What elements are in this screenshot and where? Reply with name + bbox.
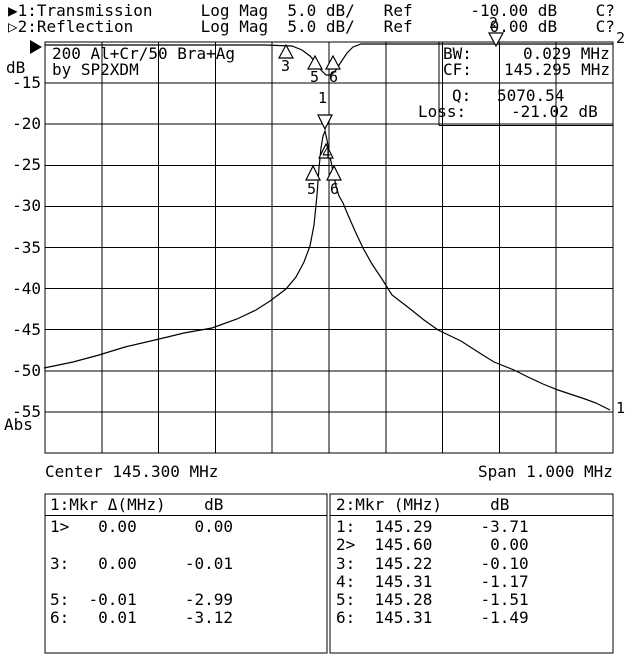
y-tick-label: -50 bbox=[12, 361, 41, 380]
marker3-refl-label: 3 bbox=[281, 57, 291, 75]
table-row: 4: 145.31 -1.17 bbox=[336, 572, 529, 591]
marker6-refl-triangle-icon bbox=[324, 54, 342, 70]
table-row: 1> 0.00 0.00 bbox=[50, 517, 234, 536]
marker-triangles bbox=[277, 32, 505, 181]
marker3-refl-triangle-icon bbox=[277, 43, 295, 59]
y-tick-label: -15 bbox=[12, 73, 41, 92]
trace-reflection bbox=[45, 43, 613, 76]
table-row: 3: 145.22 -0.10 bbox=[336, 554, 529, 573]
table-row: 6: 145.31 -1.49 bbox=[336, 608, 529, 627]
y-tick-label: -35 bbox=[12, 238, 41, 257]
table1-header: 1:Mkr Δ(MHz) dB bbox=[50, 495, 224, 514]
marker2-refl-label: 2 bbox=[489, 14, 499, 32]
y-axis-unit-label: dB bbox=[6, 58, 26, 77]
header-trace1-line: ▶1:Transmission Log Mag 5.0 dB/ Ref -10.… bbox=[8, 1, 615, 20]
cf-value: 145.295 MHz bbox=[504, 60, 610, 79]
graticule bbox=[44, 41, 614, 454]
trace1-end-label: 1 bbox=[616, 399, 626, 417]
y-tick-label: -30 bbox=[12, 196, 41, 215]
marker-table-borders bbox=[44, 493, 614, 654]
marker6-refl-label: 6 bbox=[329, 68, 339, 86]
marker2-refl-triangle-icon bbox=[487, 32, 505, 48]
loss-value: -21.02 dB bbox=[511, 102, 598, 121]
marker5-refl-triangle-icon bbox=[306, 54, 324, 70]
marker5-trans-label: 5 bbox=[307, 180, 317, 198]
span-label: Span 1.000 MHz bbox=[478, 462, 613, 481]
marker6-trans-triangle-icon bbox=[326, 164, 342, 181]
ref-position-arrow-icon bbox=[30, 40, 42, 54]
marker1-trans-label: 1 bbox=[318, 89, 328, 107]
q-value: 5070.54 bbox=[497, 86, 565, 105]
marker6-trans-label: 6 bbox=[330, 180, 340, 198]
annotation-line1: 200 Al+Cr/50 Bra+Ag bbox=[52, 44, 236, 63]
loss-label: Loss: bbox=[418, 102, 467, 121]
marker4-trans-triangle-icon bbox=[318, 142, 334, 159]
table-row: 2> 145.60 0.00 bbox=[336, 535, 529, 554]
marker5-trans-triangle-icon bbox=[305, 164, 321, 181]
header-trace2-line: ▷2:Reflection Log Mag 5.0 dB/ Ref 0.00 d… bbox=[8, 17, 615, 36]
y-tick-label: -55 bbox=[12, 402, 41, 421]
readout-box-borders bbox=[438, 42, 613, 126]
center-frequency-label: Center 145.300 MHz bbox=[45, 462, 219, 481]
annotation-line2: by SP2XDM bbox=[52, 60, 139, 79]
table-row: 5: 145.28 -1.51 bbox=[336, 590, 529, 609]
table2-header: 2:Mkr (MHz) dB bbox=[336, 495, 510, 514]
trace2-end-label: 2 bbox=[616, 29, 626, 47]
marker5-refl-label: 5 bbox=[310, 68, 320, 86]
y-tick-label: -25 bbox=[12, 155, 41, 174]
y-axis-abs-label: Abs bbox=[4, 415, 33, 434]
bw-label: BW: bbox=[443, 44, 472, 63]
table-row: 3: 0.00 -0.01 bbox=[50, 554, 234, 573]
table-row: 5: -0.01 -2.99 bbox=[50, 590, 234, 609]
y-tick-label: -20 bbox=[12, 114, 41, 133]
table-row: 1: 145.29 -3.71 bbox=[336, 517, 529, 536]
table-row: 6: 0.01 -3.12 bbox=[50, 608, 234, 627]
y-tick-label: -45 bbox=[12, 320, 41, 339]
trace-transmission bbox=[43, 128, 611, 411]
cf-label: CF: bbox=[443, 60, 472, 79]
y-tick-label: -40 bbox=[12, 279, 41, 298]
bw-value: 0.029 MHz bbox=[523, 44, 610, 63]
marker1-trans-triangle-icon bbox=[317, 114, 333, 131]
marker4-trans-label: 4 bbox=[322, 144, 332, 162]
q-label: Q: bbox=[452, 86, 472, 105]
